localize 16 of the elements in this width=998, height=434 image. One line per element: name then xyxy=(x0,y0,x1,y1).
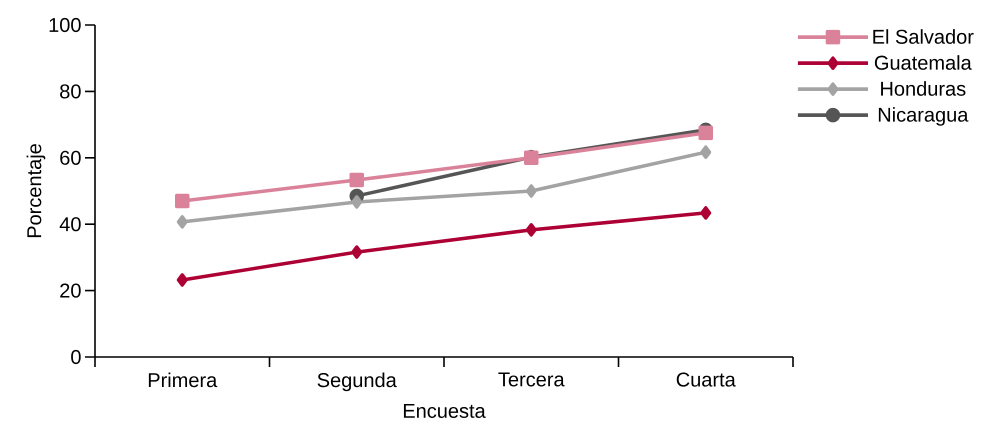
legend-label: Honduras xyxy=(881,81,966,96)
y-tick-label: 100 xyxy=(50,18,81,32)
x-tick-label: Primera xyxy=(148,372,218,388)
legend-label: El Salvador xyxy=(873,29,974,44)
legend-label: Nicaragua xyxy=(878,107,968,126)
x-tick-label: Cuarta xyxy=(676,372,736,387)
y-tick-label: 40 xyxy=(60,217,81,232)
y-axis-title: Porcentaje xyxy=(26,144,46,238)
y-tick-label: 80 xyxy=(60,84,81,98)
y-tick-label: 0 xyxy=(71,350,81,364)
y-tick-label: 60 xyxy=(60,150,81,165)
x-tick-label: Tercera xyxy=(498,372,565,386)
x-tick-label: Segunda xyxy=(318,372,397,392)
y-tick-label: 20 xyxy=(60,284,81,298)
x-axis-title: Encuesta xyxy=(404,404,486,418)
legend-label: Guatemala xyxy=(874,55,972,70)
